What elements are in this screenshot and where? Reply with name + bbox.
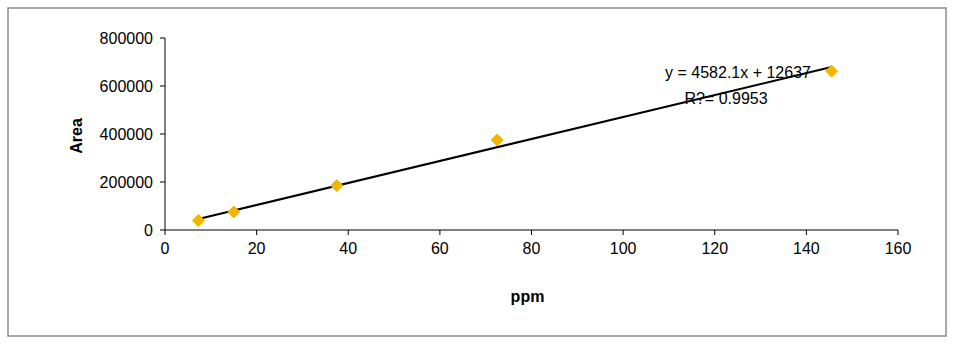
x-axis-label: ppm xyxy=(511,288,545,305)
x-tick-label: 80 xyxy=(523,240,541,257)
x-tick-label: 100 xyxy=(610,240,637,257)
y-tick-label: 600000 xyxy=(100,78,153,95)
y-tick xyxy=(160,38,165,39)
x-tick-label: 60 xyxy=(431,240,449,257)
y-tick xyxy=(160,182,165,183)
point xyxy=(192,214,204,226)
x-tick xyxy=(714,230,715,235)
x-tick-label: 40 xyxy=(339,240,357,257)
plot-area xyxy=(192,65,837,226)
x-tick xyxy=(256,230,257,235)
point xyxy=(228,206,240,218)
point xyxy=(491,134,503,146)
point xyxy=(331,180,343,192)
y-tick-label: 800000 xyxy=(100,30,153,47)
x-tick-label: 0 xyxy=(161,240,170,257)
x-tick-label: 160 xyxy=(885,240,912,257)
y-tick xyxy=(160,230,165,231)
y-tick-label: 400000 xyxy=(100,126,153,143)
y-tick xyxy=(160,134,165,135)
x-tick xyxy=(623,230,624,235)
x-tick xyxy=(898,230,899,235)
x-tick-label: 20 xyxy=(248,240,266,257)
x-tick-label: 140 xyxy=(793,240,820,257)
x-tick xyxy=(348,230,349,235)
x-tick-label: 120 xyxy=(701,240,728,257)
chart: 0 200000 400000 600000 800000 0 20 40 60 80 100 120… xyxy=(0,0,956,344)
x-tick xyxy=(806,230,807,235)
r2-label: R?= 0.9953 xyxy=(684,90,767,107)
y-axis-label: Area xyxy=(68,118,85,154)
equation-label: y = 4582.1x + 12637 xyxy=(665,64,811,81)
y-tick-label: 200000 xyxy=(100,174,153,191)
chart-frame xyxy=(8,8,946,336)
point xyxy=(826,65,838,77)
y-tick xyxy=(160,86,165,87)
trendline xyxy=(198,67,831,219)
y-tick-label: 0 xyxy=(144,222,153,239)
x-tick xyxy=(531,230,532,235)
x-tick xyxy=(165,230,166,235)
x-tick xyxy=(439,230,440,235)
